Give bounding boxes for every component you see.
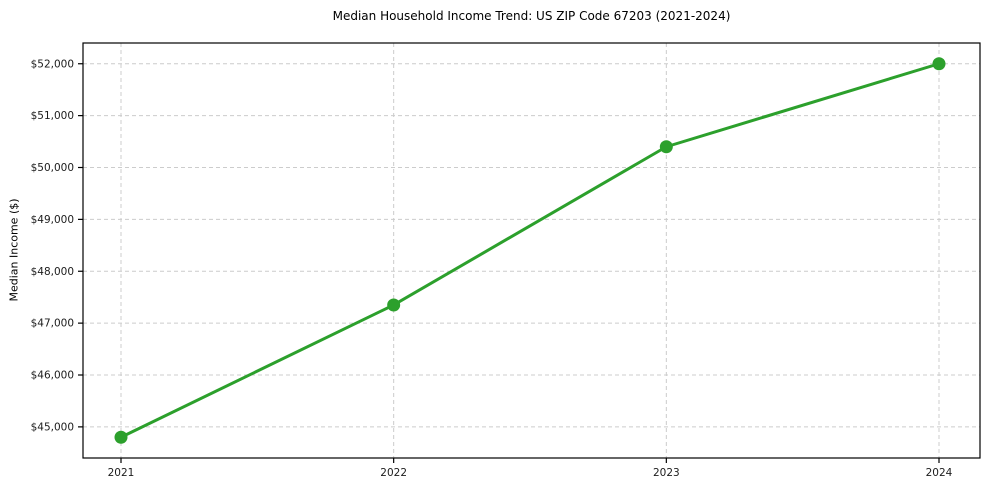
data-point-marker bbox=[387, 298, 401, 312]
data-point-marker bbox=[659, 140, 673, 154]
data-point-marker bbox=[114, 430, 128, 444]
y-tick-label: $51,000 bbox=[31, 110, 74, 122]
y-tick-label: $52,000 bbox=[31, 58, 74, 70]
y-tick-label: $49,000 bbox=[31, 214, 74, 226]
chart-title: Median Household Income Trend: US ZIP Co… bbox=[332, 9, 731, 23]
data-point-marker bbox=[932, 57, 946, 71]
y-tick-label: $50,000 bbox=[31, 162, 74, 174]
y-tick-label: $47,000 bbox=[31, 318, 74, 330]
x-tick-label: 2024 bbox=[926, 467, 953, 479]
axes-border bbox=[82, 42, 981, 459]
y-tick-label: $46,000 bbox=[31, 370, 74, 382]
x-tick-label: 2021 bbox=[108, 467, 135, 479]
y-axis-title: Median Income ($) bbox=[7, 198, 21, 302]
y-tick-label: $45,000 bbox=[31, 421, 74, 433]
x-tick-label: 2022 bbox=[380, 467, 407, 479]
trend-line bbox=[119, 62, 941, 439]
x-tick-label: 2023 bbox=[653, 467, 680, 479]
y-tick-label: $48,000 bbox=[31, 266, 74, 278]
plot-area bbox=[83, 43, 980, 458]
